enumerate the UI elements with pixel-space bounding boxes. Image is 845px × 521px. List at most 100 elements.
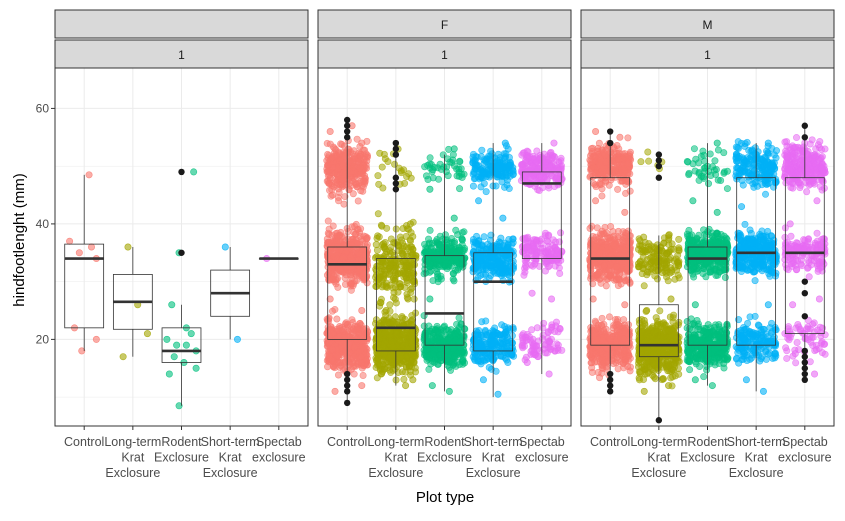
data-point bbox=[627, 368, 633, 374]
x-tick-label: Control bbox=[64, 435, 104, 449]
data-point bbox=[548, 296, 554, 302]
data-point bbox=[405, 296, 411, 302]
data-point bbox=[553, 256, 559, 262]
data-point bbox=[393, 300, 399, 306]
data-point bbox=[495, 259, 501, 265]
data-point bbox=[497, 270, 503, 276]
data-point bbox=[646, 269, 652, 275]
data-point bbox=[451, 146, 457, 152]
data-point bbox=[444, 265, 450, 271]
data-point bbox=[473, 240, 479, 246]
data-point bbox=[525, 149, 531, 155]
data-point bbox=[535, 353, 541, 359]
data-point bbox=[450, 152, 456, 158]
data-point bbox=[394, 328, 400, 334]
data-point bbox=[529, 290, 535, 296]
data-point bbox=[614, 186, 620, 192]
data-point bbox=[448, 329, 454, 335]
data-point bbox=[676, 247, 682, 253]
data-point bbox=[334, 316, 340, 322]
data-point bbox=[335, 284, 341, 290]
outlier-point bbox=[344, 134, 350, 140]
data-point bbox=[400, 225, 406, 231]
data-point bbox=[329, 308, 335, 314]
data-point bbox=[493, 183, 499, 189]
data-point bbox=[450, 345, 456, 351]
data-point bbox=[453, 227, 459, 233]
data-point bbox=[349, 257, 355, 263]
data-point bbox=[505, 258, 511, 264]
data-point bbox=[86, 172, 92, 178]
data-point bbox=[615, 156, 621, 162]
data-point bbox=[402, 382, 408, 388]
data-point bbox=[327, 141, 333, 147]
data-point bbox=[402, 257, 408, 263]
data-point bbox=[537, 163, 543, 169]
data-point bbox=[546, 156, 552, 162]
data-point bbox=[383, 307, 389, 313]
data-point bbox=[474, 353, 480, 359]
data-point bbox=[423, 354, 429, 360]
data-point bbox=[622, 209, 628, 215]
data-point bbox=[325, 230, 331, 236]
data-point bbox=[403, 244, 409, 250]
outlier-point bbox=[344, 123, 350, 129]
data-point bbox=[325, 340, 331, 346]
data-point bbox=[390, 318, 396, 324]
data-point bbox=[425, 254, 431, 260]
data-point bbox=[397, 352, 403, 358]
outlier-point bbox=[344, 128, 350, 134]
data-point bbox=[592, 153, 598, 159]
data-point bbox=[460, 356, 466, 362]
data-point bbox=[385, 158, 391, 164]
data-point bbox=[611, 243, 617, 249]
data-point bbox=[588, 271, 594, 277]
data-point bbox=[358, 188, 364, 194]
data-point bbox=[481, 234, 487, 240]
data-point bbox=[616, 332, 622, 338]
data-point bbox=[596, 180, 602, 186]
data-point bbox=[387, 302, 393, 308]
data-point bbox=[589, 369, 595, 375]
facet-strip-top bbox=[55, 10, 308, 38]
y-axis-label: hindfootlenght (mm) bbox=[11, 173, 28, 306]
data-point bbox=[623, 181, 629, 187]
data-point bbox=[328, 357, 334, 363]
data-point bbox=[395, 289, 401, 295]
data-point bbox=[324, 364, 330, 370]
data-point bbox=[373, 283, 379, 289]
data-point bbox=[599, 193, 605, 199]
data-point bbox=[500, 215, 506, 221]
data-point bbox=[330, 363, 336, 369]
data-point bbox=[386, 355, 392, 361]
data-point bbox=[344, 322, 350, 328]
data-point bbox=[548, 249, 554, 255]
data-point bbox=[676, 236, 682, 242]
data-point bbox=[359, 382, 365, 388]
data-point bbox=[610, 351, 616, 357]
data-point bbox=[378, 296, 384, 302]
data-point bbox=[489, 151, 495, 157]
data-point bbox=[353, 238, 359, 244]
data-point bbox=[614, 263, 620, 269]
data-point bbox=[490, 268, 496, 274]
data-point bbox=[357, 165, 363, 171]
data-point bbox=[459, 261, 465, 267]
data-point bbox=[539, 236, 545, 242]
data-point bbox=[537, 154, 543, 160]
data-point bbox=[166, 371, 172, 377]
data-point bbox=[66, 238, 72, 244]
outlier-point bbox=[344, 371, 350, 377]
data-point bbox=[360, 372, 366, 378]
data-point bbox=[531, 245, 537, 251]
data-point bbox=[524, 168, 530, 174]
data-point bbox=[603, 283, 609, 289]
x-axis-label: Plot type bbox=[416, 489, 474, 506]
y-tick-label: 20 bbox=[36, 332, 50, 346]
data-point bbox=[483, 266, 489, 272]
data-point bbox=[188, 330, 194, 336]
data-point bbox=[505, 359, 511, 365]
data-point bbox=[378, 371, 384, 377]
